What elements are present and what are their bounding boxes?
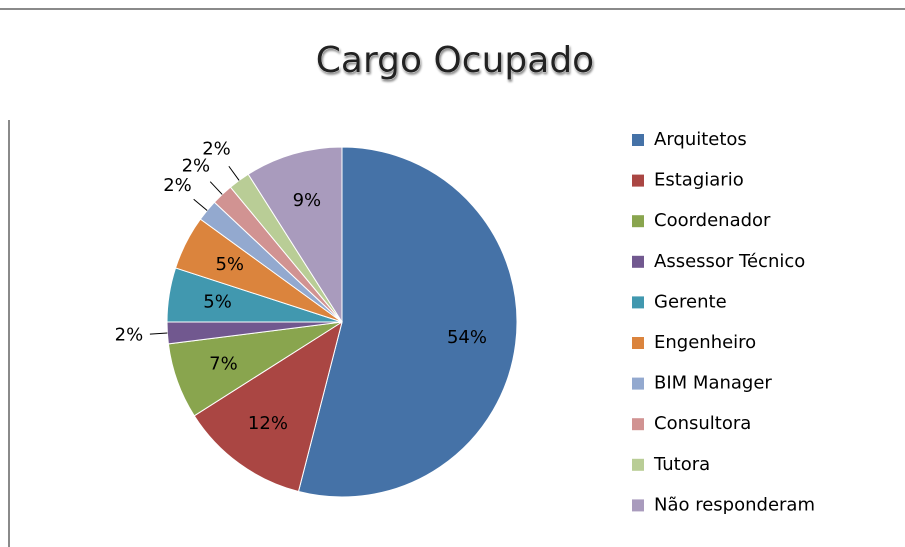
data-label: 2% (202, 138, 231, 159)
pie-slice (193, 320, 343, 493)
legend-swatch (632, 377, 644, 390)
pie-slice (247, 146, 343, 324)
legend-swatch (632, 174, 644, 187)
data-label: 2% (115, 324, 144, 345)
data-label: 7% (209, 354, 238, 375)
legend-swatch (632, 134, 644, 146)
chart-title: Cargo Ocupado (316, 40, 594, 81)
legend-swatch (632, 337, 644, 349)
data-label: 5% (203, 291, 232, 312)
data-label: 9% (293, 190, 322, 211)
legend-label: Gerente (654, 291, 727, 312)
legend-swatch (632, 458, 644, 471)
leader-line (193, 198, 208, 211)
legend-swatch (632, 499, 644, 512)
legend-label: BIM Manager (654, 373, 772, 394)
legend-label: Engenheiro (654, 332, 756, 353)
data-label: 54% (447, 327, 487, 348)
legend-label: Assessor Técnico (654, 251, 805, 272)
legend-label: Coordenador (654, 210, 771, 231)
data-label: 12% (248, 413, 288, 434)
legend-label: Arquitetos (654, 129, 747, 150)
data-label: 2% (182, 155, 211, 176)
leader-line (228, 165, 240, 181)
leader-line (149, 332, 168, 335)
legend-label: Não responderam (654, 494, 815, 515)
data-label: 5% (215, 254, 244, 275)
pie-slice (297, 146, 518, 498)
leader-line (209, 181, 223, 195)
legend-label: Estagiario (654, 170, 744, 191)
legend-swatch (632, 418, 644, 431)
legend-swatch (632, 215, 644, 228)
legend-label: Consultora (654, 413, 751, 434)
data-label: 2% (163, 175, 192, 196)
legend-label: Tutora (653, 454, 710, 475)
legend-swatch (632, 296, 644, 309)
legend-swatch (632, 255, 644, 268)
